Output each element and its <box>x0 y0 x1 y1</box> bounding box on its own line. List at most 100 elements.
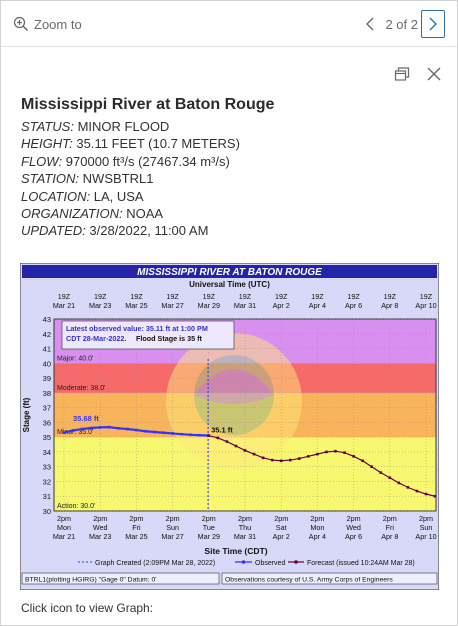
bottom-tick-label: Sun <box>420 523 433 532</box>
observed-point <box>62 431 66 435</box>
observed-point <box>71 429 75 432</box>
top-tick-label: 19Z <box>347 292 360 301</box>
close-button[interactable] <box>425 65 443 83</box>
hydrograph-chart: MISSISSIPPI RIVER AT BATON ROUGE Univers… <box>19 262 440 591</box>
pager-count: 2 of 2 <box>385 16 418 32</box>
chart-legend: Graph Created (2:09PM Mar 28, 2022) Obse… <box>78 560 415 567</box>
top-tick-label: 19Z <box>311 292 324 301</box>
forecast-point <box>316 452 319 456</box>
top-axis-title: Universal Time (UTC) <box>189 280 270 289</box>
bottom-tick-label: Mon <box>57 523 71 532</box>
observed-point <box>80 427 84 431</box>
observed-point <box>180 432 183 436</box>
forecast-point <box>388 476 392 480</box>
y-tick-label: 37 <box>43 404 51 413</box>
attribute-value: NWSBTRL1 <box>82 171 154 187</box>
top-tick-label: 19Z <box>239 292 252 301</box>
forecast-point <box>361 459 364 463</box>
forecast-point <box>243 449 247 452</box>
top-tick-label: Mar 27 <box>161 301 183 310</box>
bottom-tick-label: Apr 10 <box>415 532 436 541</box>
attribute-label: LOCATION: <box>21 188 91 204</box>
bottom-tick-label: Mar 21 <box>53 532 75 541</box>
bottom-tick-label: 2pm <box>347 514 361 523</box>
info-line-2: CDT 28-Mar-2022. <box>66 334 126 343</box>
top-tick-label: Mar 23 <box>89 301 111 310</box>
y-tick-label: 41 <box>43 345 51 354</box>
bottom-tick-label: Sun <box>166 523 179 532</box>
observed-point <box>153 430 156 434</box>
attribute-value: 35.11 FEET (10.7 METERS) <box>76 136 240 152</box>
forecast-point <box>370 465 373 468</box>
forecast-point <box>225 440 229 443</box>
y-tick-label: 31 <box>43 492 51 501</box>
bottom-tick-label: 2pm <box>202 514 216 523</box>
graph-caption: Click icon to view Graph: <box>21 601 154 615</box>
observed-point <box>135 428 138 432</box>
previous-feature-button[interactable] <box>358 10 382 38</box>
top-tick-label: 19Z <box>166 292 179 301</box>
attribute-value: LA, USA <box>93 188 144 204</box>
footer-left-text: BTRL1(plotting HGIRG) "Gage 0" Datum: 0' <box>25 577 157 584</box>
top-tick-label: Mar 25 <box>125 301 147 310</box>
dock-button[interactable] <box>393 65 411 83</box>
top-tick-label: Mar 31 <box>234 301 256 310</box>
bottom-tick-label: Thu <box>239 523 251 532</box>
legend-forecast: Forecast (issued 10:24AM Mar 28) <box>307 560 415 567</box>
attribute-label: UPDATED: <box>21 223 86 239</box>
attribute-value: NOAA <box>126 206 164 222</box>
bottom-tick-label: Mar 27 <box>161 532 183 541</box>
forecast-point <box>261 456 265 460</box>
dock-icon <box>394 67 410 81</box>
y-tick-label: 33 <box>43 463 51 472</box>
bottom-tick-label: Mar 29 <box>198 532 220 541</box>
observed-point <box>98 426 102 429</box>
forecast-point <box>397 481 401 485</box>
flood-band-label: Major: 40.0' <box>57 355 93 362</box>
legend-observed: Observed <box>255 560 285 567</box>
hydrograph-image[interactable]: MISSISSIPPI RIVER AT BATON ROUGE Univers… <box>19 262 440 591</box>
zoom-to-button[interactable]: Zoom to <box>13 13 82 35</box>
observed-point <box>117 426 120 430</box>
bottom-tick-label: Mar 23 <box>89 532 111 541</box>
bottom-tick-label: 2pm <box>166 514 180 523</box>
bottom-tick-label: Mon <box>310 523 324 532</box>
forecast-point <box>288 458 292 462</box>
attribute-location: LOCATION: LA, USA <box>21 188 441 205</box>
attribute-station: STATION: NWSBTRL1 <box>21 170 441 187</box>
next-feature-button[interactable] <box>421 10 445 38</box>
y-axis-title: Stage (ft) <box>22 397 31 432</box>
forecast-point <box>433 494 437 498</box>
forecast-point <box>343 451 346 454</box>
observed-point <box>89 426 93 430</box>
popup-tools <box>393 65 443 83</box>
top-tick-label: 19Z <box>384 292 397 301</box>
top-tick-label: 19Z <box>275 292 288 301</box>
popup-content: Mississippi River at Baton Rouge STATUS:… <box>21 94 441 240</box>
top-tick-label: 19Z <box>203 292 216 301</box>
chevron-right-icon <box>429 17 437 31</box>
top-tick-label: 19Z <box>130 292 143 301</box>
latest-value-label: 35.1 ft <box>211 426 233 435</box>
bottom-tick-label: 2pm <box>57 514 71 523</box>
popup-header: Zoom to 2 of 2 <box>1 1 457 47</box>
attribute-value: 3/28/2022, 11:00 AM <box>89 223 209 239</box>
observed-point <box>162 431 165 435</box>
top-tick-label: 19Z <box>58 292 71 301</box>
y-tick-label: 40 <box>43 359 51 368</box>
close-icon <box>427 67 441 81</box>
attribute-status: STATUS: MINOR FLOOD <box>21 118 441 135</box>
forecast-point <box>415 489 419 493</box>
flood-band-labels: Action: 30.0' Minor: 35.0' Moderate: 38.0'… <box>57 355 105 510</box>
flood-band-label: Action: 30.0' <box>57 503 95 510</box>
top-tick-label: 19Z <box>420 292 433 301</box>
y-tick-label: 38 <box>43 389 51 398</box>
top-tick-label: Mar 21 <box>53 301 75 310</box>
y-tick-label: 39 <box>43 374 51 383</box>
bottom-tick-label: 2pm <box>93 514 107 523</box>
forecast-point <box>352 455 355 458</box>
observed-point <box>198 433 202 437</box>
bottom-tick-label: Apr 2 <box>273 532 290 541</box>
